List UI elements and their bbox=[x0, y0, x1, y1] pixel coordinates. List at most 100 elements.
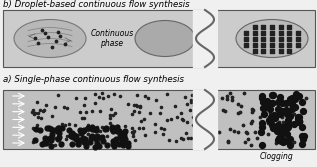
Point bbox=[56, 126, 61, 129]
Point bbox=[119, 136, 124, 138]
Point bbox=[132, 139, 137, 142]
Point bbox=[133, 104, 139, 106]
Point bbox=[118, 135, 123, 138]
Point bbox=[35, 116, 40, 119]
Point bbox=[292, 140, 297, 143]
Point bbox=[98, 129, 103, 132]
Point bbox=[138, 105, 143, 108]
Point bbox=[33, 138, 38, 141]
Point bbox=[41, 110, 46, 112]
Point bbox=[277, 100, 282, 103]
Point bbox=[237, 111, 243, 114]
Point bbox=[301, 135, 306, 138]
Point bbox=[81, 140, 87, 143]
Point bbox=[122, 125, 127, 127]
Point bbox=[289, 108, 294, 111]
Point bbox=[179, 136, 184, 139]
Point bbox=[300, 125, 305, 128]
Point bbox=[261, 31, 266, 34]
Point bbox=[125, 141, 130, 144]
Point bbox=[32, 128, 37, 131]
Point bbox=[275, 124, 280, 126]
Point bbox=[40, 143, 45, 145]
Point bbox=[137, 105, 142, 108]
Point bbox=[56, 126, 61, 129]
Point bbox=[83, 110, 88, 113]
Point bbox=[62, 106, 67, 109]
Point bbox=[32, 36, 37, 39]
Point bbox=[76, 142, 81, 144]
Point bbox=[290, 103, 295, 105]
Point bbox=[299, 100, 304, 103]
Point bbox=[74, 96, 79, 99]
Point bbox=[52, 129, 57, 132]
Point bbox=[244, 131, 249, 134]
Point bbox=[287, 115, 292, 118]
Point bbox=[243, 43, 249, 46]
Point bbox=[285, 127, 290, 129]
Point bbox=[173, 139, 178, 142]
Point bbox=[89, 110, 94, 113]
Point bbox=[72, 124, 77, 127]
Point bbox=[130, 135, 135, 137]
Point bbox=[300, 109, 305, 112]
Point bbox=[112, 145, 117, 147]
Point bbox=[162, 128, 167, 130]
Text: Clogging: Clogging bbox=[260, 152, 294, 161]
Point bbox=[75, 143, 81, 145]
Point bbox=[52, 144, 57, 147]
Point bbox=[43, 142, 49, 145]
Point bbox=[287, 25, 292, 28]
Point bbox=[288, 98, 293, 100]
Point bbox=[117, 129, 122, 132]
Point bbox=[189, 93, 194, 96]
Point bbox=[269, 94, 274, 96]
Point bbox=[38, 129, 43, 132]
Point bbox=[281, 141, 286, 144]
Ellipse shape bbox=[135, 21, 195, 56]
Point bbox=[69, 142, 74, 145]
Point bbox=[295, 43, 301, 46]
Point bbox=[52, 137, 57, 140]
Point bbox=[283, 102, 288, 105]
Point bbox=[181, 119, 186, 121]
Point bbox=[261, 37, 266, 40]
Point bbox=[164, 119, 169, 122]
Point bbox=[121, 133, 126, 135]
Point bbox=[244, 132, 249, 134]
Point bbox=[278, 25, 283, 28]
Point bbox=[63, 138, 68, 141]
Point bbox=[43, 136, 48, 139]
Point bbox=[287, 111, 292, 113]
Point bbox=[84, 142, 89, 145]
Point bbox=[190, 123, 195, 126]
Point bbox=[243, 31, 249, 34]
Point bbox=[89, 126, 94, 128]
Point bbox=[56, 126, 61, 129]
Point bbox=[81, 137, 86, 139]
Point bbox=[74, 134, 79, 137]
Point bbox=[223, 110, 228, 112]
Point bbox=[269, 43, 275, 46]
Point bbox=[122, 130, 127, 132]
Point bbox=[288, 138, 293, 140]
Point bbox=[77, 111, 82, 113]
Point bbox=[252, 31, 257, 34]
Point bbox=[301, 138, 306, 141]
Point bbox=[299, 101, 304, 103]
Point bbox=[84, 145, 89, 148]
Point bbox=[261, 107, 266, 109]
Point bbox=[78, 131, 83, 134]
Point bbox=[68, 133, 73, 136]
Point bbox=[94, 129, 99, 132]
Point bbox=[267, 108, 272, 110]
Point bbox=[280, 138, 285, 140]
Point bbox=[44, 143, 49, 145]
Point bbox=[121, 139, 126, 142]
Point bbox=[62, 124, 67, 126]
Point bbox=[235, 103, 240, 105]
Point bbox=[288, 116, 294, 119]
Point bbox=[130, 112, 135, 115]
Point bbox=[119, 137, 124, 140]
Point bbox=[147, 111, 152, 114]
